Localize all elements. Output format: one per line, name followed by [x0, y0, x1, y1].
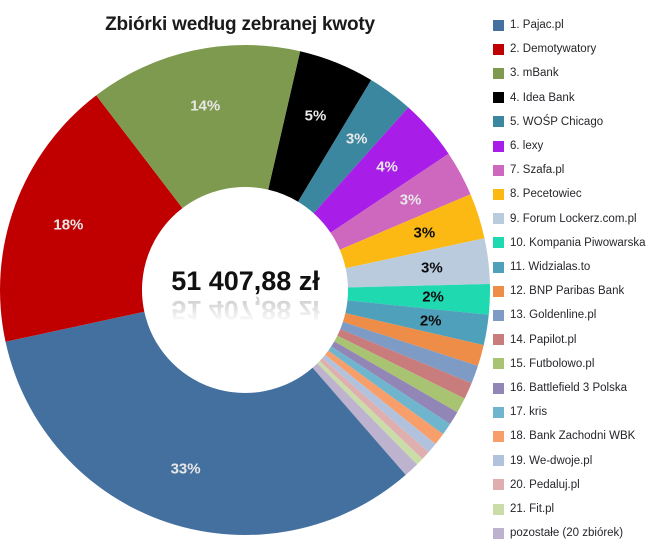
legend-item[interactable]: 4. Idea Bank	[493, 90, 575, 106]
legend-color-swatch	[493, 479, 504, 491]
legend-color-swatch	[493, 116, 504, 128]
legend-item-label: 15. Futbolowo.pl	[510, 357, 595, 370]
legend-color-swatch	[493, 430, 504, 442]
legend-item[interactable]: 13. Goldenline.pl	[493, 307, 596, 323]
legend-item-label: 12. BNP Paribas Bank	[510, 285, 625, 298]
legend-item[interactable]: 16. Battlefield 3 Polska	[493, 380, 627, 396]
legend-item-label: 8. Pecetowiec	[510, 188, 582, 201]
legend-color-swatch	[493, 334, 504, 346]
legend-item-label: 2. Demotywatory	[510, 43, 597, 56]
legend-item[interactable]: 2. Demotywatory	[493, 41, 596, 57]
pie-slice[interactable]	[345, 238, 490, 288]
pie-slice[interactable]	[328, 346, 451, 435]
pie-slice[interactable]	[5, 311, 406, 535]
center-total-value: 51 407,88 zł	[171, 266, 320, 296]
legend-item[interactable]: 20. Pedaluj.pl	[493, 477, 580, 493]
pie-slice[interactable]	[339, 194, 485, 269]
pie-slice[interactable]	[325, 350, 444, 444]
legend-color-swatch	[493, 213, 504, 225]
chart-title: Zbiórki według zebranej kwoty	[105, 14, 375, 35]
legend-color-swatch	[493, 67, 504, 79]
legend-item-label: 21. Fit.pl	[510, 503, 555, 515]
legend-item-label: 17. kris	[510, 406, 548, 419]
legend-item-label: 4. Idea Bank	[510, 91, 575, 104]
legend-item[interactable]: 5. WOŚP Chicago	[493, 114, 603, 130]
pie-slice[interactable]	[345, 300, 489, 346]
legend-color-swatch	[493, 261, 504, 273]
legend-item[interactable]: 15. Futbolowo.pl	[493, 356, 594, 372]
legend-item[interactable]: 19. We-dwoje.pl	[493, 453, 592, 469]
pie-slice[interactable]	[337, 329, 472, 399]
chart-legend: 1. Pajac.pl 2. Demotywatory 3. mBank 4. Ide…	[493, 17, 668, 545]
legend-item[interactable]: 3. mBank	[493, 65, 559, 81]
legend-item[interactable]: 17. kris	[493, 404, 547, 420]
legend-item[interactable]: 7. Szafa.pl	[493, 162, 564, 178]
legend-item[interactable]: 21. Fit.pl	[493, 501, 554, 517]
legend-item-label: 18. Bank Zachodni WBK	[510, 430, 636, 443]
legend-color-swatch	[493, 19, 504, 31]
legend-item-label: 3. mBank	[510, 67, 559, 80]
legend-item[interactable]: 1. Pajac.pl	[493, 17, 564, 33]
pie-slice[interactable]	[347, 284, 490, 315]
pie-slice[interactable]	[268, 51, 372, 202]
legend-color-swatch	[493, 503, 504, 515]
pie-slice[interactable]	[342, 313, 484, 366]
pie-slice[interactable]	[322, 354, 436, 453]
donut-svg	[0, 45, 490, 535]
legend-item[interactable]: 6. lexy	[493, 138, 543, 154]
pie-slice[interactable]	[340, 321, 478, 384]
pie-slice[interactable]	[330, 153, 471, 250]
legend-item[interactable]: 12. BNP Paribas Bank	[493, 283, 624, 299]
legend-color-swatch	[493, 140, 504, 152]
legend-item[interactable]: 9. Forum Lockerz.com.pl	[493, 211, 637, 227]
legend-color-swatch	[493, 406, 504, 418]
legend-color-swatch	[493, 188, 504, 200]
legend-item-label: 9. Forum Lockerz.com.pl	[510, 212, 637, 225]
legend-item[interactable]: pozostałe (20 zbiórek)	[493, 525, 623, 541]
pie-slice[interactable]	[317, 361, 423, 465]
legend-color-swatch	[493, 309, 504, 321]
legend-item-label: pozostałe (20 zbiórek)	[510, 527, 624, 540]
legend-item[interactable]: 8. Pecetowiec	[493, 186, 582, 202]
donut-plot-area: 5% 3% 4% 3% 3% 3% 2% 2% 33% 18% 14% 51 407,88 zł 5…	[0, 45, 490, 535]
legend-color-swatch	[493, 358, 504, 370]
legend-item-label: 16. Battlefield 3 Polska	[510, 382, 627, 394]
legend-item[interactable]: 11. Widzialas.to	[493, 259, 590, 275]
pie-slice[interactable]	[319, 358, 429, 459]
legend-color-swatch	[493, 43, 504, 55]
pie-slice[interactable]	[298, 79, 409, 214]
pie-slice[interactable]	[313, 107, 449, 233]
legend-item-label: 1. Pajac.pl	[510, 19, 564, 31]
legend-item[interactable]: 14. Papilot.pl	[493, 332, 577, 348]
pie-slice[interactable]	[312, 363, 418, 475]
pie-slice[interactable]	[96, 45, 301, 209]
legend-color-swatch	[493, 527, 504, 539]
legend-item-label: 13. Goldenline.pl	[510, 309, 597, 322]
legend-item-label: 5. WOŚP Chicago	[510, 115, 604, 128]
pie-slice[interactable]	[0, 95, 183, 342]
legend-item-label: 14. Papilot.pl	[510, 333, 577, 346]
legend-color-swatch	[493, 382, 504, 394]
legend-color-swatch	[493, 92, 504, 104]
legend-item-label: 11. Widzialas.to	[510, 261, 591, 273]
legend-color-swatch	[493, 237, 504, 249]
pie-slice[interactable]	[331, 341, 458, 425]
legend-color-swatch	[493, 285, 504, 297]
legend-item-label: 19. We-dwoje.pl	[510, 454, 593, 467]
legend-item[interactable]: 10. Kompania Piwowarska	[493, 235, 646, 251]
legend-item-label: 7. Szafa.pl	[510, 164, 565, 177]
legend-item-label: 6. lexy	[510, 140, 544, 152]
pie-slice[interactable]	[334, 335, 465, 413]
legend-color-swatch	[493, 455, 504, 467]
legend-item[interactable]: 18. Bank Zachodni WBK	[493, 428, 635, 444]
legend-color-swatch	[493, 164, 504, 176]
legend-item-label: 10. Kompania Piwowarska	[510, 236, 646, 249]
legend-item-label: 20. Pedaluj.pl	[510, 478, 580, 491]
